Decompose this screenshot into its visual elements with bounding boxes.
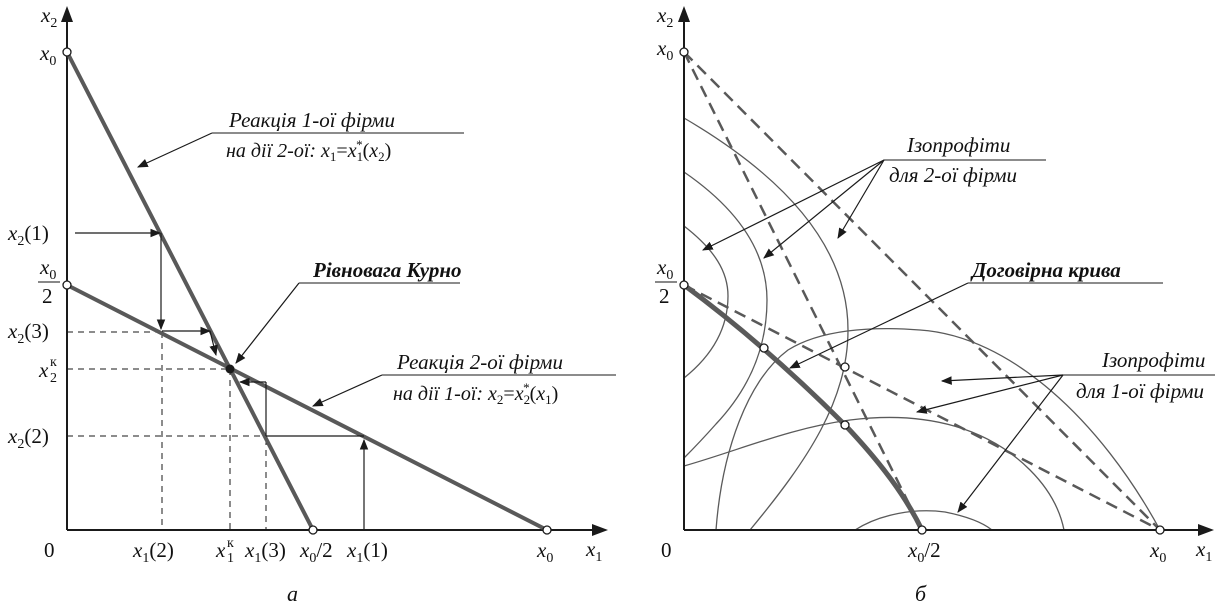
origin-b-label: 0 <box>661 538 672 562</box>
svg-text:на дії 2-ої: x1=x1*(x2): на дії 2-ої: x1=x1*(x2) <box>226 137 391 164</box>
y-axis-b-label: x2 <box>656 3 673 31</box>
tangency-point-2 <box>840 420 850 430</box>
y-tick-x2-1: x2(1) <box>7 221 49 249</box>
svg-text:Реакція 2-ої фірми: Реакція 2-ої фірми <box>396 350 563 374</box>
reaction1-pointer <box>137 132 213 168</box>
point-x0-top <box>62 47 72 57</box>
cournot-equilibrium-point <box>225 364 235 374</box>
reaction-dashed-firm1 <box>682 51 924 531</box>
reaction2-annotation: Реакція 2-ої фірми на дії 1-ої: x2=x2*(x… <box>382 350 616 407</box>
svg-text:на дії 1-ої: x2=x2*(x1): на дії 1-ої: x2=x2*(x1) <box>393 380 558 407</box>
reaction1-annotation: Реакція 1-ої фірми на дії 2-ої: x1=x1*(x… <box>212 108 464 164</box>
svg-text:1: 1 <box>227 551 234 566</box>
x-tick-x1-1: x1(1) <box>346 538 388 566</box>
y-tick-x2-2: x2(2) <box>7 424 49 452</box>
svg-text:к: к <box>50 355 57 370</box>
x-right-b-label: x0 <box>1149 538 1166 566</box>
y-axis-arrow-icon <box>61 6 73 22</box>
origin-label: 0 <box>44 538 55 562</box>
svg-text:для 1-ої фірми: для 1-ої фірми <box>1076 379 1204 403</box>
svg-text:x: x <box>38 358 49 382</box>
x-right-label: x0 <box>536 538 553 566</box>
point-x0-half-x <box>308 525 318 535</box>
contract-curve <box>681 282 925 533</box>
reaction-dashed-outer <box>683 51 1161 531</box>
isoprofit2-annotation: Ізопрофіти для 2-ої фірми <box>884 133 1046 187</box>
iso1-pointer-1 <box>940 374 1064 385</box>
reaction2-pointer <box>312 374 383 407</box>
svg-text:Реакція 1-ої фірми: Реакція 1-ої фірми <box>228 108 395 132</box>
x-half-b-label: x0/2 <box>907 538 941 566</box>
x-tick-x1-3: x1(3) <box>244 538 286 566</box>
svg-text:Рівновага Курно: Рівновага Курно <box>312 258 462 282</box>
isoprofit2-curve-2 <box>683 171 768 459</box>
svg-text:2: 2 <box>50 371 57 386</box>
panel-a: x2 x1 0 x0 x0 2 x2(1) x2(3) x 2 к x2(2) … <box>7 3 616 606</box>
iso1-pointer-2 <box>915 374 1064 414</box>
y-axis-b-arrow-icon <box>678 6 690 22</box>
isoprofit1-curve-1 <box>715 327 1161 531</box>
y-top-b-label: x0 <box>656 36 673 64</box>
tangency-point-1 <box>759 343 769 353</box>
point-b-x0-half-y <box>679 280 689 290</box>
svg-text:к: к <box>227 536 234 551</box>
x-axis-b-arrow-icon <box>1198 524 1214 536</box>
reaction-line-firm2 <box>65 283 549 532</box>
x-tick-x1-k: x 1 к <box>215 536 234 566</box>
iso2-pointer-1 <box>702 159 885 251</box>
y-half-label: x0 2 <box>38 255 60 308</box>
equilibrium-annotation: Рівновага Курно <box>299 258 462 284</box>
svg-text:x0: x0 <box>39 255 56 283</box>
contract-curve-annotation: Договірна крива <box>968 258 1163 284</box>
iso2-pointer-3 <box>837 159 885 239</box>
svg-text:для 2-ої фірми: для 2-ої фірми <box>889 163 1017 187</box>
point-b-x0-top <box>679 47 689 57</box>
x-axis-b-label: x1 <box>1195 537 1212 565</box>
isoprofit1-annotation: Ізопрофіти для 1-ої фірми <box>1063 348 1215 403</box>
point-x0-right <box>542 525 552 535</box>
svg-text:2: 2 <box>42 284 53 308</box>
svg-text:Ізопрофіти: Ізопрофіти <box>1101 348 1205 372</box>
y-tick-x2-k: x 2 к <box>38 355 57 386</box>
svg-text:Ізопрофіти: Ізопрофіти <box>906 133 1010 157</box>
panel-b: x2 x1 0 x0 x0 2 x0/2 x0 Ізопрофіти для 2… <box>655 3 1215 606</box>
isoprofit2-curve-3 <box>683 117 849 531</box>
caption-b: б <box>915 581 927 606</box>
caption-a: а <box>287 581 298 606</box>
svg-text:x: x <box>215 538 226 562</box>
y-tick-x2-3: x2(3) <box>7 319 49 347</box>
equilibrium-pointer <box>235 282 300 364</box>
iso1-pointer-3 <box>957 374 1064 513</box>
y-axis-label: x2 <box>40 3 57 31</box>
isoprofit1-curve-2 <box>683 416 1065 531</box>
y-half-b-label: x0 2 <box>655 255 677 308</box>
x-axis-arrow-icon <box>592 524 608 536</box>
svg-text:2: 2 <box>659 284 670 308</box>
isoprofit1-curve-3 <box>854 510 993 531</box>
contract-pointer <box>789 282 969 369</box>
svg-text:x0: x0 <box>656 255 673 283</box>
reaction-dashed-firm2 <box>683 283 1161 532</box>
cournot-point-b <box>840 362 850 372</box>
step-arrow-4 <box>209 330 218 357</box>
reaction-line-firm1 <box>65 50 315 532</box>
x-tick-x1-2: x1(2) <box>132 538 174 566</box>
point-x0-half-y <box>62 280 72 290</box>
x-axis-label: x1 <box>585 537 602 565</box>
svg-text:Договірна крива: Договірна крива <box>970 258 1121 282</box>
y-top-label: x0 <box>39 41 56 69</box>
point-b-x0-half-x <box>917 525 927 535</box>
iso2-pointer-2 <box>763 159 885 259</box>
x-tick-x0-half: x0/2 <box>299 538 333 566</box>
point-b-x0-right <box>1155 525 1165 535</box>
